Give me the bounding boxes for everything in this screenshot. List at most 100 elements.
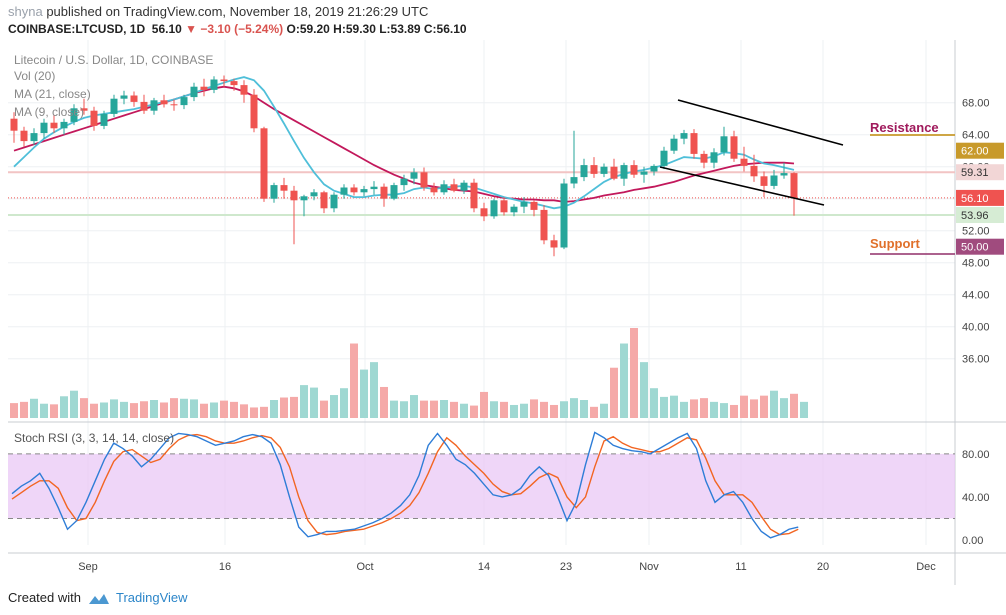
candle-body bbox=[410, 172, 418, 179]
volume-bar bbox=[60, 396, 68, 418]
candle-body bbox=[350, 187, 358, 193]
candle-body bbox=[660, 150, 668, 166]
volume-bar bbox=[30, 398, 38, 418]
time-tick-label: Dec bbox=[916, 561, 936, 573]
tradingview-logo-icon bbox=[88, 593, 109, 604]
candle-body bbox=[620, 165, 628, 179]
volume-bar bbox=[640, 362, 648, 418]
candle-body bbox=[260, 128, 268, 199]
candle-body bbox=[760, 176, 768, 186]
volume-bar bbox=[430, 400, 438, 418]
volume-bar bbox=[630, 328, 638, 418]
candle-body bbox=[240, 85, 248, 95]
candle-body bbox=[40, 122, 48, 134]
candle-body bbox=[320, 192, 328, 209]
volume-bar bbox=[140, 401, 148, 418]
volume-bar bbox=[590, 406, 598, 418]
rsi-tick-label: 40.00 bbox=[962, 492, 990, 504]
candle-body bbox=[100, 113, 108, 126]
price-tick-label: 48.00 bbox=[962, 258, 990, 270]
volume-bar bbox=[380, 386, 388, 418]
volume-bar bbox=[420, 400, 428, 418]
rsi-tick-label: 0.00 bbox=[962, 535, 983, 547]
volume-bar bbox=[610, 367, 618, 418]
volume-bar bbox=[240, 404, 248, 418]
candle-body bbox=[510, 206, 518, 213]
volume-bar bbox=[660, 396, 668, 418]
volume-bar bbox=[360, 369, 368, 418]
tradingview-brand[interactable]: TradingView bbox=[116, 590, 188, 605]
candle-body bbox=[580, 165, 588, 178]
volume-bar bbox=[270, 400, 278, 418]
volume-bar bbox=[230, 401, 238, 418]
volume-bar bbox=[290, 396, 298, 418]
candle-body bbox=[680, 133, 688, 139]
volume-bar bbox=[220, 400, 228, 418]
legend-ma9: MA (9, close) bbox=[14, 105, 84, 119]
candle-body bbox=[490, 200, 498, 217]
trendline-upper bbox=[677, 99, 844, 146]
candle-body bbox=[300, 196, 308, 201]
time-tick-label: 16 bbox=[219, 561, 231, 573]
price-axis: 68.0064.0060.0056.0052.0048.0044.0040.00… bbox=[962, 98, 990, 366]
volume-bar bbox=[550, 404, 558, 418]
time-tick-label: 23 bbox=[560, 561, 572, 573]
candle-body bbox=[480, 208, 488, 217]
down-arrow-icon: ▼ bbox=[185, 22, 198, 36]
candle-body bbox=[780, 173, 788, 176]
price-chart[interactable]: Resistance Support Litecoin / U.S. Dolla… bbox=[0, 40, 1006, 590]
volume-bar bbox=[180, 398, 188, 418]
volume-bar bbox=[790, 393, 798, 418]
volume-bar bbox=[480, 391, 488, 418]
candle-body bbox=[590, 165, 598, 174]
candle-body bbox=[540, 209, 548, 241]
time-tick-label: Nov bbox=[639, 561, 659, 573]
candle-body bbox=[740, 158, 748, 166]
volume-bar bbox=[280, 397, 288, 418]
volume-bar bbox=[410, 395, 418, 418]
volume-bar bbox=[40, 403, 48, 418]
volume-bar bbox=[760, 395, 768, 418]
rsi-axis: 80.00 40.00 0.00 bbox=[962, 449, 990, 547]
candle-body bbox=[420, 172, 428, 188]
volume-bar bbox=[780, 398, 788, 418]
volume-bar bbox=[330, 395, 338, 418]
price-badge-label: 50.00 bbox=[961, 242, 989, 254]
price-tick-label: 36.00 bbox=[962, 354, 990, 366]
candle-body bbox=[170, 104, 178, 106]
price-tick-label: 64.00 bbox=[962, 130, 990, 142]
candle-body bbox=[270, 185, 278, 199]
stoch-rsi-label: Stoch RSI (3, 3, 14, 14, close) bbox=[14, 431, 174, 445]
candle-body bbox=[430, 187, 438, 193]
author-name[interactable]: shyna bbox=[8, 4, 43, 19]
candle-body bbox=[570, 177, 578, 184]
volume-bar bbox=[350, 343, 358, 418]
rsi-tick-label: 80.00 bbox=[962, 449, 990, 461]
volume-bar bbox=[340, 388, 348, 418]
stoch-rsi-pane bbox=[8, 431, 955, 539]
volume-bar bbox=[190, 399, 198, 418]
volume-bar bbox=[310, 387, 318, 418]
candle-body bbox=[450, 184, 458, 191]
support-label: Support bbox=[870, 236, 920, 251]
candle-body bbox=[290, 190, 298, 201]
candle-body bbox=[10, 118, 18, 131]
volume-bar bbox=[540, 401, 548, 418]
publish-info: shyna published on TradingView.com, Nove… bbox=[8, 4, 428, 19]
volume-bar bbox=[10, 403, 18, 418]
price-badge-label: 56.10 bbox=[961, 193, 989, 205]
candle-body bbox=[530, 201, 538, 210]
volume-bar bbox=[710, 401, 718, 418]
volume-bar bbox=[690, 399, 698, 418]
candle-body bbox=[790, 173, 798, 198]
volume-bar bbox=[100, 402, 108, 418]
candlestick-series bbox=[10, 75, 798, 257]
candle-body bbox=[70, 108, 78, 122]
time-tick-label: 14 bbox=[478, 561, 490, 573]
candle-body bbox=[730, 136, 738, 159]
volume-bar bbox=[650, 388, 658, 418]
candle-body bbox=[610, 166, 618, 179]
volume-bar bbox=[520, 403, 528, 418]
volume-bar bbox=[510, 404, 518, 418]
volume-bar bbox=[730, 404, 738, 418]
